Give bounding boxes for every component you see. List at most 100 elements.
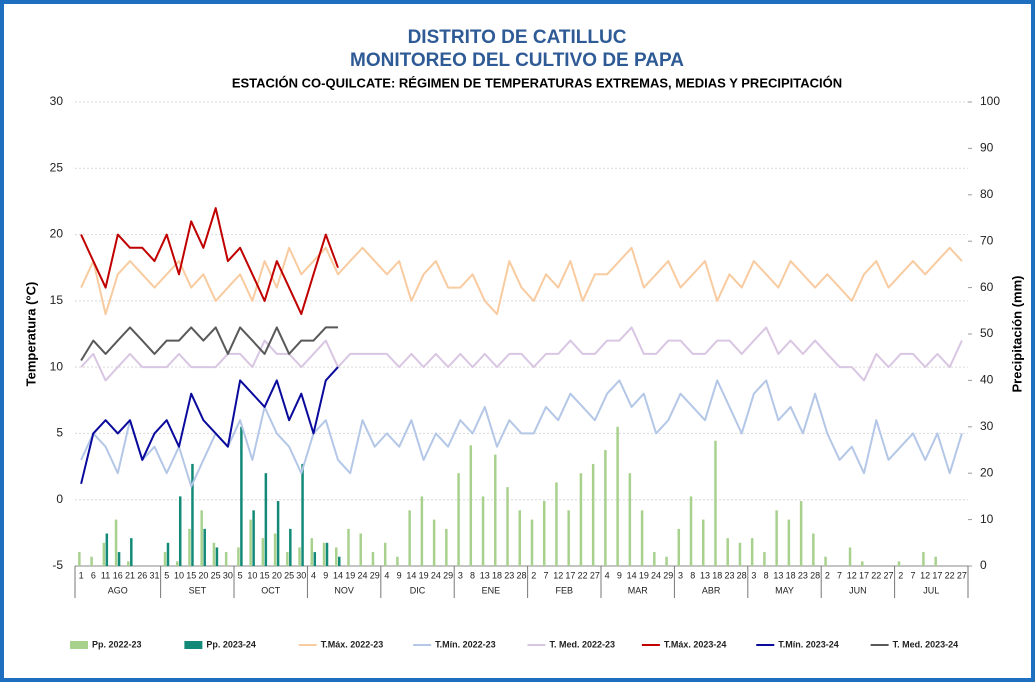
y-tick-label: 5 (56, 426, 63, 440)
x-tick-label: 19 (639, 570, 649, 580)
legend-label: T. Med. 2022-23 (550, 639, 616, 649)
bar (396, 556, 399, 566)
bar (457, 473, 460, 566)
x-tick-label: 15 (186, 570, 196, 580)
x-tick-label: 29 (370, 570, 380, 580)
bar (371, 552, 375, 566)
bar (738, 542, 742, 566)
y-tick-label: 20 (50, 227, 64, 241)
x-tick-label: 18 (786, 570, 796, 580)
x-tick-label: 2 (825, 570, 830, 580)
x-tick-label: 24 (357, 570, 367, 580)
chart-subtitle2: ESTACIÓN CO-QUILCATE: RÉGIMEN DE TEMPERA… (232, 75, 842, 90)
bar (591, 463, 595, 566)
y-tick-label: 25 (50, 160, 64, 174)
chart-subtitle: MONITOREO DEL CULTIVO DE PAPA (350, 50, 684, 71)
bar (178, 496, 182, 566)
bar (469, 445, 473, 566)
legend-swatch (184, 641, 203, 649)
bar (799, 501, 803, 566)
x-tick-label: 29 (443, 570, 453, 580)
bar (166, 542, 170, 566)
bar (105, 533, 109, 566)
month-label: SET (189, 585, 207, 595)
x-tick-label: 7 (910, 570, 915, 580)
x-tick-label: 13 (700, 570, 710, 580)
bar (273, 533, 277, 566)
bar (897, 561, 901, 566)
bar (298, 547, 301, 566)
bar (338, 556, 341, 566)
bar (203, 528, 206, 566)
x-tick-label: 17 (565, 570, 575, 580)
bar (249, 519, 252, 566)
x-tick-label: 5 (164, 570, 169, 580)
x-tick-label: 1 (79, 570, 84, 580)
month-label: JUL (923, 585, 939, 595)
y2-tick-label: 50 (980, 326, 994, 340)
bar (848, 547, 852, 566)
x-tick-label: 22 (578, 570, 588, 580)
y2-tick-label: 100 (980, 94, 1000, 108)
y2-tick-label: 40 (980, 373, 994, 387)
x-tick-label: 24 (431, 570, 441, 580)
x-tick-label: 30 (223, 570, 233, 580)
bar (861, 561, 864, 566)
legend-swatch (70, 641, 88, 649)
x-tick-label: 23 (798, 570, 808, 580)
line (80, 207, 339, 316)
bar (188, 528, 191, 566)
x-tick-label: 7 (837, 570, 842, 580)
month-label: JUN (849, 585, 867, 595)
x-tick-label: 13 (480, 570, 490, 580)
legend-label: T.Mín. 2022-23 (435, 639, 496, 649)
bar (215, 547, 219, 566)
month-label: FEB (556, 585, 574, 595)
x-tick-label: 30 (296, 570, 306, 580)
bar (689, 496, 693, 566)
bar (420, 496, 424, 566)
x-tick-label: 10 (174, 570, 184, 580)
x-tick-label: 11 (101, 570, 110, 580)
x-tick-label: 15 (260, 570, 270, 580)
bar (237, 547, 240, 566)
line (80, 326, 338, 362)
x-tick-label: 4 (605, 570, 610, 580)
x-tick-label: 17 (932, 570, 942, 580)
bar (163, 552, 167, 566)
bar (175, 561, 179, 566)
bar (335, 547, 338, 566)
bar (934, 556, 937, 566)
x-tick-label: 6 (91, 570, 96, 580)
x-tick-label: 25 (284, 570, 294, 580)
x-tick-label: 20 (272, 570, 282, 580)
x-tick-label: 2 (898, 570, 903, 580)
bar (542, 501, 546, 566)
bar (78, 552, 81, 566)
x-tick-label: 27 (590, 570, 600, 580)
x-tick-label: 8 (470, 570, 475, 580)
bar (518, 510, 521, 566)
x-tick-label: 22 (945, 570, 955, 580)
x-tick-label: 28 (516, 570, 526, 580)
y2-tick-label: 60 (980, 280, 994, 294)
x-tick-label: 18 (712, 570, 722, 580)
bar (325, 542, 329, 566)
y-tick-label: -5 (52, 558, 63, 572)
x-tick-label: 2 (531, 570, 536, 580)
month-label: ABR (702, 585, 721, 595)
x-tick-label: 26 (137, 570, 147, 580)
month-label: OCT (261, 585, 281, 595)
bar (90, 556, 93, 566)
legend-label: T.Mín. 2023-24 (778, 639, 839, 649)
month-label: MAR (628, 585, 649, 595)
x-tick-label: 4 (384, 570, 389, 580)
x-tick-label: 20 (198, 570, 208, 580)
x-tick-label: 8 (764, 570, 769, 580)
bar (383, 542, 387, 566)
bar (445, 528, 448, 566)
bar (289, 528, 292, 566)
x-tick-label: 12 (553, 570, 563, 580)
y-axis-title: Temperatura (°C) (23, 282, 38, 387)
